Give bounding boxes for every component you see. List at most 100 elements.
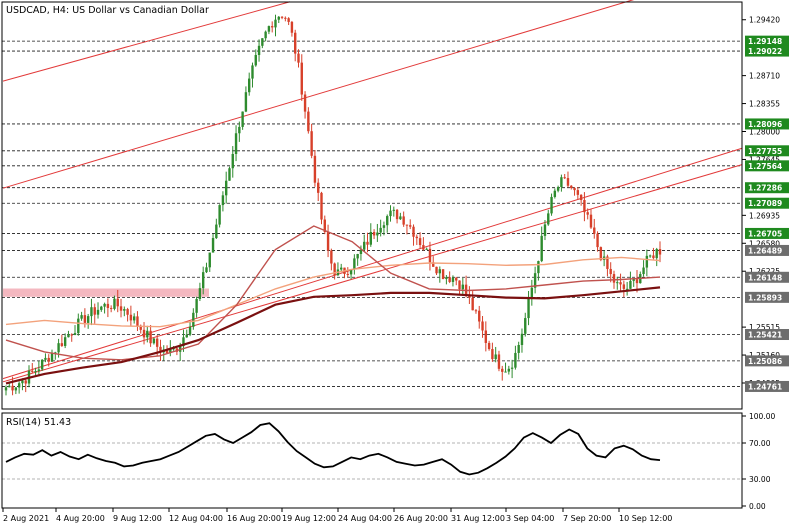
candle-down[interactable] <box>422 245 425 250</box>
candle-up[interactable] <box>44 357 47 360</box>
price-level-label-bg[interactable] <box>745 355 789 367</box>
candle-up[interactable] <box>553 190 557 197</box>
candle-down[interactable] <box>576 190 580 195</box>
candle-up[interactable] <box>4 387 8 391</box>
candle-up[interactable] <box>215 224 218 239</box>
candle-up[interactable] <box>96 309 100 315</box>
price-level-label-bg[interactable] <box>745 45 789 57</box>
price-level-label-bg[interactable] <box>745 160 789 172</box>
candle-up[interactable] <box>40 359 44 370</box>
candle-up[interactable] <box>356 253 359 259</box>
candle-down[interactable] <box>658 249 662 255</box>
candle-down[interactable] <box>566 178 570 186</box>
candle-down[interactable] <box>126 309 129 315</box>
price-level-label-bg[interactable] <box>745 329 789 341</box>
candle-down[interactable] <box>60 343 64 346</box>
candle-down[interactable] <box>586 212 589 215</box>
moving-average-ma-mid[interactable] <box>5 225 661 361</box>
candle-down[interactable] <box>474 310 478 312</box>
candle-up[interactable] <box>14 387 18 391</box>
candle-down[interactable] <box>563 177 566 179</box>
candle-up[interactable] <box>73 333 77 335</box>
candle-down[interactable] <box>570 185 573 189</box>
candle-up[interactable] <box>238 126 241 134</box>
candle-up[interactable] <box>369 232 372 245</box>
candle-up[interactable] <box>21 380 24 384</box>
candle-up[interactable] <box>389 210 392 217</box>
candle-up[interactable] <box>438 269 442 274</box>
candle-up[interactable] <box>543 224 547 236</box>
candle-up[interactable] <box>234 133 238 155</box>
trend-channel-line[interactable] <box>2 0 742 189</box>
candle-up[interactable] <box>195 298 198 313</box>
candle-up[interactable] <box>359 249 363 254</box>
price-level-label[interactable]: 1.24761 <box>748 382 782 391</box>
candle-up[interactable] <box>123 309 126 311</box>
candle-down[interactable] <box>635 279 639 284</box>
candle-down[interactable] <box>307 111 310 132</box>
candle-down[interactable] <box>395 209 399 220</box>
price-level-label-bg[interactable] <box>745 271 789 283</box>
trend-channel-line[interactable] <box>2 147 743 380</box>
candle-up[interactable] <box>251 65 254 79</box>
candle-down[interactable] <box>280 16 284 18</box>
candle-up[interactable] <box>625 288 629 290</box>
candle-up[interactable] <box>645 255 649 268</box>
candle-up[interactable] <box>504 371 507 373</box>
price-level-label[interactable]: 1.28096 <box>748 120 782 129</box>
time-axis[interactable]: 2 Aug 2021 4 Aug 20:00 9 Aug 12:00 12 Aug 0… <box>2 508 672 523</box>
candle-up[interactable] <box>353 258 356 270</box>
candle-up[interactable] <box>520 333 524 346</box>
candle-up[interactable] <box>264 31 267 39</box>
candle-down[interactable] <box>487 342 491 350</box>
candle-up[interactable] <box>132 316 136 321</box>
candle-up[interactable] <box>540 235 543 262</box>
candle-down[interactable] <box>478 310 481 322</box>
price-level-label[interactable]: 1.29022 <box>748 47 782 56</box>
candle-down[interactable] <box>405 224 409 226</box>
candle-up[interactable] <box>208 252 211 268</box>
candle-up[interactable] <box>205 267 208 273</box>
candle-up[interactable] <box>560 177 563 188</box>
candle-down[interactable] <box>346 273 349 275</box>
candle-down[interactable] <box>93 307 96 315</box>
candle-up[interactable] <box>267 26 271 32</box>
candle-up[interactable] <box>77 318 80 334</box>
candle-down[interactable] <box>159 346 162 353</box>
candle-down[interactable] <box>481 321 484 331</box>
moving-average-ma-slow[interactable] <box>5 286 661 385</box>
candle-up[interactable] <box>54 352 57 354</box>
candle-down[interactable] <box>31 370 34 372</box>
candle-up[interactable] <box>277 16 280 20</box>
candle-down[interactable] <box>606 256 609 269</box>
candle-up[interactable] <box>537 261 540 274</box>
candle-up[interactable] <box>247 78 251 93</box>
candle-up[interactable] <box>113 298 116 309</box>
candle-up[interactable] <box>392 209 395 211</box>
candle-up[interactable] <box>642 267 645 275</box>
trend-channel-line[interactable] <box>2 1 291 82</box>
candle-up[interactable] <box>527 298 530 319</box>
candle-up[interactable] <box>547 213 550 225</box>
candle-up[interactable] <box>445 277 448 280</box>
candle-down[interactable] <box>583 200 586 213</box>
candle-up[interactable] <box>461 284 465 290</box>
candle-up[interactable] <box>376 232 379 236</box>
candle-up[interactable] <box>50 352 54 362</box>
candle-down[interactable] <box>491 349 494 360</box>
candle-down[interactable] <box>458 280 461 290</box>
candle-down[interactable] <box>589 214 593 228</box>
candle-down[interactable] <box>109 307 113 309</box>
candle-down[interactable] <box>409 225 412 227</box>
candle-down[interactable] <box>622 284 626 289</box>
candle-up[interactable] <box>524 318 527 334</box>
candle-up[interactable] <box>556 187 560 191</box>
candle-down[interactable] <box>484 330 488 343</box>
price-level-label-bg[interactable] <box>745 145 789 157</box>
price-level-label-bg[interactable] <box>745 244 789 256</box>
candle-down[interactable] <box>366 241 369 245</box>
candle-down[interactable] <box>70 334 73 336</box>
candle-up[interactable] <box>379 227 382 233</box>
candle-up[interactable] <box>494 354 497 360</box>
